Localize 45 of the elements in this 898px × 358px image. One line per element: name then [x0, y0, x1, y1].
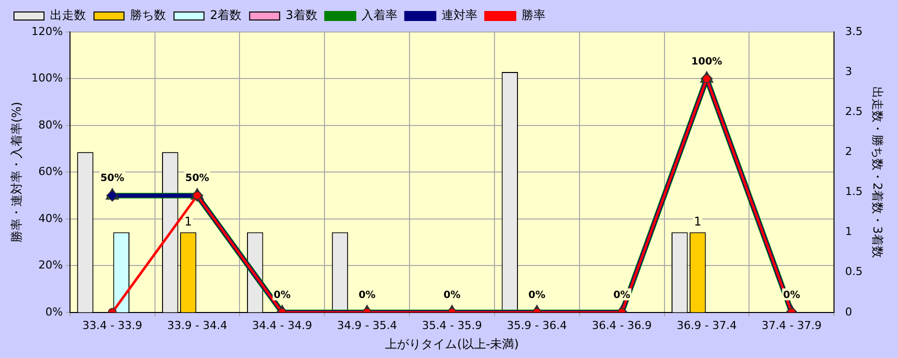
y-tick-label: 80% [38, 118, 63, 132]
x-tick-label: 34.4 - 34.9 [252, 318, 312, 332]
y2-tick-label: 3 [845, 64, 852, 78]
x-tick-label: 37.4 - 37.9 [762, 318, 822, 332]
y-tick-label: 20% [38, 258, 63, 272]
data-label: 50% [100, 173, 124, 184]
x-tick-label: 36.4 - 36.9 [592, 318, 652, 332]
legend-label: 勝率 [521, 8, 546, 22]
x-tick-label: 36.9 - 37.4 [676, 318, 737, 332]
y2-tick-label: 2 [845, 145, 852, 158]
y2-tick-label: 1.5 [845, 185, 863, 198]
x-tick-label: 34.9 - 35.4 [337, 318, 398, 332]
data-label: 0% [528, 290, 546, 301]
x-tick-label: 35.9 - 36.4 [506, 318, 567, 332]
x-tick-label: 33.4 - 33.9 [82, 318, 142, 332]
y2-axis-title: 出走数・勝ち数・2着数・3着数 [870, 86, 885, 258]
x-axis-title: 上がりタイム(以上-未満) [385, 336, 519, 351]
y2-tick-label: 3.5 [845, 24, 863, 38]
legend-label: 入着率 [361, 8, 398, 22]
data-label: 1 [694, 214, 702, 228]
y-tick-label: 0% [45, 305, 63, 318]
x-tick-label: 33.9 - 34.4 [167, 318, 228, 332]
data-label: 50% [185, 173, 210, 184]
legend-label: 勝ち数 [130, 8, 166, 22]
data-label: 0% [613, 290, 630, 301]
y-tick-label: 60% [38, 165, 63, 178]
y2-tick-label: 0 [845, 305, 852, 318]
data-label: 0% [358, 290, 376, 301]
y-axis-title: 勝率・連対率・入着率(%) [9, 102, 24, 243]
y2-tick-label: 2.5 [845, 104, 863, 118]
legend-label: 連対率 [441, 8, 478, 22]
legend-label: 2着数 [210, 8, 242, 22]
data-label: 1 [184, 214, 192, 228]
legend-label: 出走数 [50, 8, 86, 22]
data-label: 100% [691, 56, 722, 68]
legend-label: 3着数 [286, 8, 318, 22]
y-tick-label: 120% [31, 24, 63, 38]
data-label: 0% [783, 290, 800, 301]
y-tick-label: 40% [38, 212, 63, 225]
data-label: 0% [443, 290, 460, 301]
y2-tick-label: 1 [845, 225, 852, 238]
y-tick-label: 100% [31, 72, 63, 85]
y2-tick-label: 0.5 [845, 265, 863, 278]
data-label: 0% [274, 290, 291, 301]
x-tick-label: 35.4 - 35.9 [422, 318, 482, 332]
